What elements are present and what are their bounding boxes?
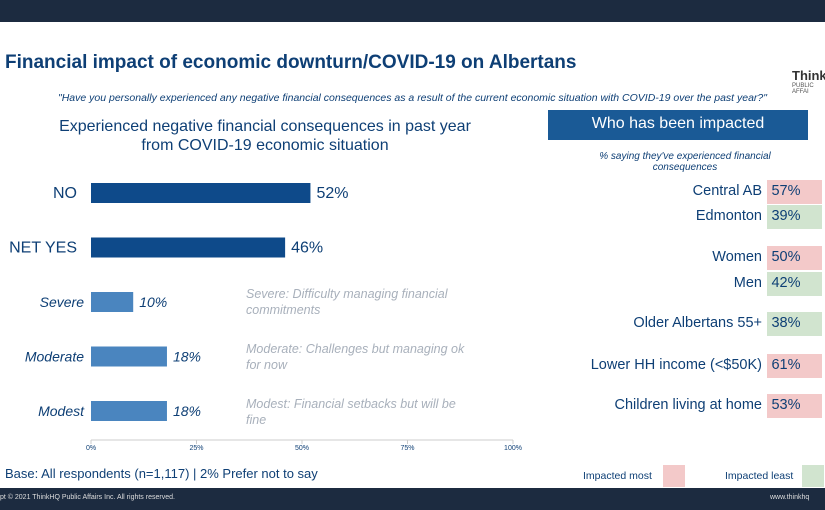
row-value-box [767,180,822,204]
row-value: 61% [771,357,801,373]
base-note: Base: All respondents (n=1,117) | 2% Pre… [5,466,318,481]
row-value: 50% [771,249,801,265]
row-value-box [767,246,822,270]
title: Financial impact of economic downturn/CO… [5,52,577,73]
row-label: Older Albertans 55+ [633,315,762,331]
row-value: 57% [771,183,801,199]
category-label: Severe [40,294,85,310]
legend-swatch [663,465,685,487]
footer-url: www.thinkhq [770,494,810,501]
row-label: Women [712,249,762,265]
x-tick-label: 50% [295,445,309,452]
value-label: 52% [316,185,348,202]
panel-header [548,110,808,140]
value-label: 10% [139,294,167,310]
category-label: NET YES [9,240,77,257]
annotation: Moderate: Challenges but managing ok for… [246,342,465,372]
row-value: 38% [771,315,801,331]
row-value: 53% [771,397,801,413]
x-tick-label: 75% [400,445,414,452]
panel-subtitle: % saying they've experienced financial c… [599,151,771,173]
value-label: 18% [173,349,201,365]
value-label: 46% [291,240,323,257]
x-tick-label: 25% [189,445,203,452]
category-label: Moderate [25,349,84,365]
category-label: Modest [38,403,85,419]
bar [91,237,286,258]
row-label: Central AB [692,183,762,199]
legend-label: Impacted most [583,470,652,482]
panel-title: Who has been impacted [591,115,765,132]
annotation: Severe: Difficulty managing financial co… [246,287,448,317]
logo-sub: PUBLIC AFFAI [792,83,814,95]
row-value: 39% [771,208,801,224]
chart-title: Experienced negative financial consequen… [59,118,471,154]
x-tick-label: 100% [504,445,522,452]
row-label: Edmonton [695,208,762,224]
bar [91,292,134,312]
bar [91,183,311,203]
row-value-box [767,394,822,418]
category-label: NO [53,185,77,202]
row-value-box [767,312,822,336]
legend-label: Impacted least [725,470,794,482]
row-label: Children living at home [614,397,763,413]
annotation: Modest: Financial setbacks but will be f… [246,397,456,427]
row-value-box [767,272,822,296]
footer-band [0,488,825,510]
value-label: 18% [173,403,201,419]
x-tick-label: 0% [86,445,96,452]
row-label: Men [733,275,762,291]
row-value-box [767,205,822,229]
top-band [0,0,825,22]
question: "Have you personally experienced any neg… [57,92,767,104]
row-value-box [767,354,822,378]
bar [91,401,167,421]
logo: ThinkH [792,68,825,83]
copyright: pt © 2021 ThinkHQ Public Affairs Inc. Al… [0,494,175,501]
legend-swatch [802,465,824,487]
bar [91,346,167,367]
row-value: 42% [771,275,801,291]
row-label: Lower HH income (<$50K) [590,357,762,373]
